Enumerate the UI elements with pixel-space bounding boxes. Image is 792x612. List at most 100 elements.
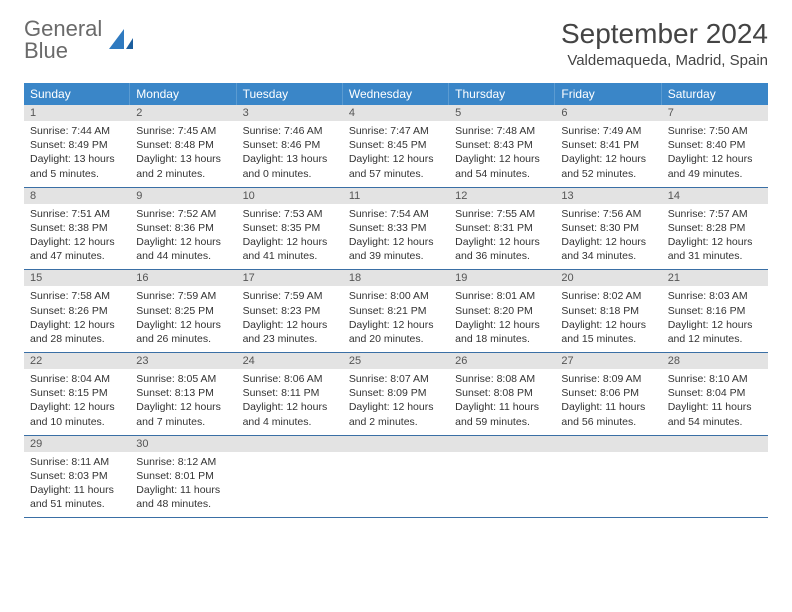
day-details: Sunrise: 8:06 AMSunset: 8:11 PMDaylight:… [237, 369, 343, 435]
calendar-day-cell [343, 436, 449, 518]
sunset-line: Sunset: 8:21 PM [349, 304, 443, 318]
daylight-line: Daylight: 12 hours and 15 minutes. [561, 318, 655, 346]
day-number: 26 [449, 353, 555, 369]
daylight-line: Daylight: 13 hours and 0 minutes. [243, 152, 337, 180]
day-number: 18 [343, 270, 449, 286]
day-details: Sunrise: 8:09 AMSunset: 8:06 PMDaylight:… [555, 369, 661, 435]
day-details: Sunrise: 8:01 AMSunset: 8:20 PMDaylight:… [449, 286, 555, 352]
calendar-day-cell [237, 436, 343, 518]
day-details: Sunrise: 7:54 AMSunset: 8:33 PMDaylight:… [343, 204, 449, 270]
day-details: Sunrise: 8:10 AMSunset: 8:04 PMDaylight:… [662, 369, 768, 435]
logo-word2: Blue [24, 40, 102, 62]
day-details: Sunrise: 8:07 AMSunset: 8:09 PMDaylight:… [343, 369, 449, 435]
calendar-day-cell: 8Sunrise: 7:51 AMSunset: 8:38 PMDaylight… [24, 188, 130, 270]
weekday-header: Monday [130, 83, 236, 105]
sunrise-line: Sunrise: 8:07 AM [349, 372, 443, 386]
day-number: 20 [555, 270, 661, 286]
sunrise-line: Sunrise: 8:05 AM [136, 372, 230, 386]
sunset-line: Sunset: 8:43 PM [455, 138, 549, 152]
calendar-day-cell: 4Sunrise: 7:47 AMSunset: 8:45 PMDaylight… [343, 105, 449, 187]
daylight-line: Daylight: 12 hours and 28 minutes. [30, 318, 124, 346]
sunset-line: Sunset: 8:03 PM [30, 469, 124, 483]
day-number: 30 [130, 436, 236, 452]
sunrise-line: Sunrise: 7:47 AM [349, 124, 443, 138]
day-number: 13 [555, 188, 661, 204]
daylight-line: Daylight: 12 hours and 47 minutes. [30, 235, 124, 263]
daylight-line: Daylight: 12 hours and 52 minutes. [561, 152, 655, 180]
day-details: Sunrise: 7:58 AMSunset: 8:26 PMDaylight:… [24, 286, 130, 352]
sunrise-line: Sunrise: 8:06 AM [243, 372, 337, 386]
daylight-line: Daylight: 13 hours and 5 minutes. [30, 152, 124, 180]
logo-word1: General [24, 18, 102, 40]
calendar-day-cell: 16Sunrise: 7:59 AMSunset: 8:25 PMDayligh… [130, 270, 236, 352]
month-title: September 2024 [561, 18, 768, 50]
calendar: SundayMondayTuesdayWednesdayThursdayFrid… [24, 83, 768, 518]
calendar-day-cell: 2Sunrise: 7:45 AMSunset: 8:48 PMDaylight… [130, 105, 236, 187]
calendar-day-cell: 26Sunrise: 8:08 AMSunset: 8:08 PMDayligh… [449, 353, 555, 435]
calendar-day-cell: 3Sunrise: 7:46 AMSunset: 8:46 PMDaylight… [237, 105, 343, 187]
calendar-day-cell: 21Sunrise: 8:03 AMSunset: 8:16 PMDayligh… [662, 270, 768, 352]
calendar-day-cell [555, 436, 661, 518]
day-number: 29 [24, 436, 130, 452]
sunrise-line: Sunrise: 7:59 AM [136, 289, 230, 303]
day-number: 23 [130, 353, 236, 369]
calendar-day-cell: 13Sunrise: 7:56 AMSunset: 8:30 PMDayligh… [555, 188, 661, 270]
day-details: Sunrise: 7:59 AMSunset: 8:23 PMDaylight:… [237, 286, 343, 352]
daylight-line: Daylight: 13 hours and 2 minutes. [136, 152, 230, 180]
sunset-line: Sunset: 8:40 PM [668, 138, 762, 152]
sunset-line: Sunset: 8:45 PM [349, 138, 443, 152]
calendar-day-cell: 17Sunrise: 7:59 AMSunset: 8:23 PMDayligh… [237, 270, 343, 352]
sunset-line: Sunset: 8:13 PM [136, 386, 230, 400]
day-details: Sunrise: 8:12 AMSunset: 8:01 PMDaylight:… [130, 452, 236, 518]
calendar-day-cell: 29Sunrise: 8:11 AMSunset: 8:03 PMDayligh… [24, 436, 130, 518]
sunrise-line: Sunrise: 7:54 AM [349, 207, 443, 221]
day-number: 28 [662, 353, 768, 369]
sunset-line: Sunset: 8:31 PM [455, 221, 549, 235]
sunrise-line: Sunrise: 8:12 AM [136, 455, 230, 469]
day-number: 5 [449, 105, 555, 121]
sunset-line: Sunset: 8:48 PM [136, 138, 230, 152]
sunset-line: Sunset: 8:16 PM [668, 304, 762, 318]
sunset-line: Sunset: 8:06 PM [561, 386, 655, 400]
sunset-line: Sunset: 8:23 PM [243, 304, 337, 318]
day-details: Sunrise: 8:04 AMSunset: 8:15 PMDaylight:… [24, 369, 130, 435]
sunrise-line: Sunrise: 7:53 AM [243, 207, 337, 221]
daylight-line: Daylight: 11 hours and 59 minutes. [455, 400, 549, 428]
calendar-day-cell: 10Sunrise: 7:53 AMSunset: 8:35 PMDayligh… [237, 188, 343, 270]
day-number: 7 [662, 105, 768, 121]
calendar-day-cell: 15Sunrise: 7:58 AMSunset: 8:26 PMDayligh… [24, 270, 130, 352]
day-number [343, 436, 449, 452]
day-number: 17 [237, 270, 343, 286]
sunrise-line: Sunrise: 7:44 AM [30, 124, 124, 138]
sunset-line: Sunset: 8:38 PM [30, 221, 124, 235]
sunset-line: Sunset: 8:11 PM [243, 386, 337, 400]
calendar-day-cell: 11Sunrise: 7:54 AMSunset: 8:33 PMDayligh… [343, 188, 449, 270]
weekday-header: Thursday [449, 83, 555, 105]
daylight-line: Daylight: 12 hours and 34 minutes. [561, 235, 655, 263]
day-details: Sunrise: 7:44 AMSunset: 8:49 PMDaylight:… [24, 121, 130, 187]
weekday-header: Saturday [662, 83, 768, 105]
calendar-day-cell: 9Sunrise: 7:52 AMSunset: 8:36 PMDaylight… [130, 188, 236, 270]
sunset-line: Sunset: 8:26 PM [30, 304, 124, 318]
day-number: 21 [662, 270, 768, 286]
day-number: 22 [24, 353, 130, 369]
weekday-header: Sunday [24, 83, 130, 105]
calendar-day-cell: 5Sunrise: 7:48 AMSunset: 8:43 PMDaylight… [449, 105, 555, 187]
calendar-day-cell: 19Sunrise: 8:01 AMSunset: 8:20 PMDayligh… [449, 270, 555, 352]
sunrise-line: Sunrise: 7:57 AM [668, 207, 762, 221]
sunset-line: Sunset: 8:15 PM [30, 386, 124, 400]
daylight-line: Daylight: 12 hours and 26 minutes. [136, 318, 230, 346]
day-details: Sunrise: 7:57 AMSunset: 8:28 PMDaylight:… [662, 204, 768, 270]
page-header: General Blue September 2024 Valdemaqueda… [24, 18, 768, 69]
calendar-week-row: 1Sunrise: 7:44 AMSunset: 8:49 PMDaylight… [24, 105, 768, 188]
sunrise-line: Sunrise: 7:51 AM [30, 207, 124, 221]
sunset-line: Sunset: 8:35 PM [243, 221, 337, 235]
calendar-day-cell [449, 436, 555, 518]
sunset-line: Sunset: 8:04 PM [668, 386, 762, 400]
day-details: Sunrise: 7:47 AMSunset: 8:45 PMDaylight:… [343, 121, 449, 187]
day-details: Sunrise: 7:48 AMSunset: 8:43 PMDaylight:… [449, 121, 555, 187]
day-number: 15 [24, 270, 130, 286]
daylight-line: Daylight: 12 hours and 49 minutes. [668, 152, 762, 180]
day-number: 2 [130, 105, 236, 121]
sunset-line: Sunset: 8:49 PM [30, 138, 124, 152]
